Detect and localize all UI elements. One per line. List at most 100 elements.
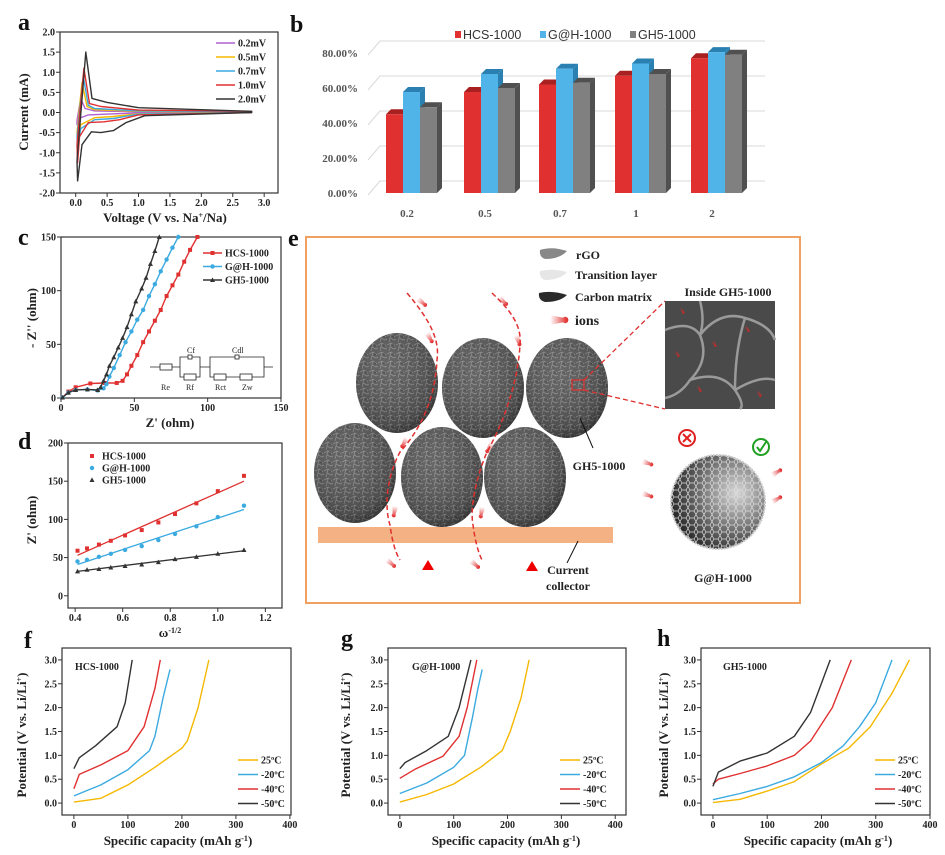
marker-square bbox=[147, 329, 151, 334]
bar-side bbox=[437, 102, 442, 193]
marker-circle bbox=[111, 365, 117, 371]
accept-check-icon bbox=[752, 438, 770, 456]
bar-front bbox=[498, 88, 515, 193]
x-tick-label: 2.5 bbox=[227, 198, 240, 209]
marker-triangle bbox=[84, 386, 90, 392]
series-line bbox=[399, 659, 530, 803]
x-tick-label: 1.0 bbox=[212, 613, 225, 624]
circuit-label: Rct bbox=[215, 383, 227, 392]
current-collector-bar bbox=[318, 527, 613, 543]
marker-triangle bbox=[139, 561, 145, 567]
inset-title: Inside GH5-1000 bbox=[684, 285, 771, 299]
x-tick-label: 400 bbox=[923, 820, 938, 831]
marker-circle bbox=[101, 386, 106, 391]
marker-square bbox=[73, 385, 78, 390]
label-segment: Specific capacity (mAh g bbox=[744, 833, 882, 848]
series-line bbox=[399, 659, 472, 770]
marker-triangle bbox=[65, 390, 71, 395]
marker-circle bbox=[117, 352, 122, 358]
chart-panel-h: 0 100 200 300 400 0.0 0.5 1.0 1.5 2.0 2.5 3.0 25ºC -2… bbox=[656, 647, 938, 848]
y-tick-label: 100 bbox=[41, 286, 56, 297]
label-segment: Z' (ohm) bbox=[24, 496, 39, 545]
series-line bbox=[712, 659, 852, 785]
legend-label: 0.7mV bbox=[238, 67, 267, 78]
equivalent-circuit-diagram bbox=[150, 354, 273, 381]
legend-swatch bbox=[630, 31, 636, 38]
bar-front bbox=[420, 107, 437, 193]
series--50ºC bbox=[399, 659, 472, 770]
bar-top bbox=[481, 69, 503, 74]
marker-square bbox=[88, 381, 93, 386]
marker-square bbox=[139, 528, 144, 533]
series-2.0mV bbox=[76, 51, 253, 182]
gh5-sphere bbox=[314, 423, 396, 523]
legend-rgo: rGO bbox=[576, 248, 600, 262]
y-tick-label: 3.0 bbox=[45, 655, 58, 666]
legend-item: -50ºC bbox=[238, 799, 285, 810]
marker-circle bbox=[152, 282, 158, 287]
y-tick-label: 2.5 bbox=[45, 679, 58, 690]
pointer-line bbox=[579, 417, 594, 449]
panel-label-d: d bbox=[18, 429, 32, 455]
marker-triangle bbox=[115, 344, 121, 350]
label-segment: Potential (V vs. Li/Li bbox=[656, 681, 671, 797]
x-tick-label: 300 bbox=[228, 820, 243, 831]
zoom-region-marker bbox=[571, 379, 585, 391]
x-tick-label: 0.6 bbox=[116, 613, 129, 624]
x-tick-label: 100 bbox=[760, 820, 775, 831]
rgo-swatch-icon bbox=[539, 248, 567, 259]
series--20ºC bbox=[399, 669, 483, 795]
label-segment: ) bbox=[248, 833, 252, 848]
panel-label-a: a bbox=[18, 10, 30, 36]
y-tick-label: 1.0 bbox=[684, 751, 697, 762]
marker-circle bbox=[139, 543, 144, 549]
label-superscript: -1/2 bbox=[168, 626, 181, 635]
bar-GH5-1000-0.5 bbox=[498, 83, 520, 193]
panel-label-f: f bbox=[24, 628, 33, 654]
legend-item: -40ºC bbox=[238, 785, 285, 796]
circuit-resistor bbox=[159, 363, 173, 371]
x-tick-label: 0.7 bbox=[553, 208, 567, 220]
series-line bbox=[73, 659, 161, 790]
y-tick-label: 3.0 bbox=[684, 655, 697, 666]
bar-front bbox=[573, 82, 590, 193]
legend-label: -50ºC bbox=[261, 799, 285, 810]
marker-square bbox=[215, 489, 220, 494]
series-25ºC bbox=[712, 659, 911, 804]
y-tick-label: -0.5 bbox=[39, 128, 55, 139]
bar-front bbox=[556, 68, 573, 193]
chart-panel-d: 0.4 0.6 0.8 1.0 1.2 0 50 100 150 200 HCS-1000G@H-1… bbox=[24, 439, 283, 640]
series--20ºC bbox=[712, 659, 893, 801]
legend-label: GH5-1000 bbox=[102, 476, 146, 487]
series-line bbox=[73, 669, 171, 797]
legend-item: -20ºC bbox=[560, 770, 607, 781]
marker-square bbox=[188, 247, 193, 252]
legend-label: HCS-1000 bbox=[225, 249, 269, 260]
label-segment: ω bbox=[159, 625, 169, 640]
x-tick-label: 300 bbox=[868, 820, 883, 831]
x-tick-label: 1 bbox=[633, 208, 639, 220]
collector-label-line2: collector bbox=[546, 579, 591, 593]
marker-triangle bbox=[139, 285, 145, 291]
marker-triangle bbox=[59, 394, 65, 400]
x-axis-label: Specific capacity (mAh g-1) bbox=[744, 833, 893, 848]
x-tick-label: 0.5 bbox=[478, 208, 492, 220]
bar-GH5-1000-0.7 bbox=[573, 77, 595, 193]
y-axis-label: Z' (ohm) bbox=[24, 496, 39, 545]
label-superscript: -1 bbox=[881, 834, 888, 843]
x-tick-label: 100 bbox=[200, 403, 215, 414]
label-superscript: -1 bbox=[241, 834, 248, 843]
label-segment: Specific capacity (mAh g bbox=[104, 833, 242, 848]
x-tick-label: 300 bbox=[554, 820, 569, 831]
legend-ions: ions bbox=[575, 314, 600, 329]
legend-label: -40ºC bbox=[261, 785, 285, 796]
legend-item: GH5-1000 bbox=[203, 276, 269, 287]
fit-line bbox=[77, 480, 245, 556]
marker-square bbox=[96, 542, 101, 547]
legend-item: HCS-1000 bbox=[203, 249, 269, 260]
marker-circle bbox=[210, 264, 215, 269]
bar-side bbox=[590, 77, 595, 193]
label-segment: ) bbox=[576, 833, 580, 848]
legend-label: -40ºC bbox=[898, 785, 922, 796]
bar-front bbox=[403, 92, 420, 193]
